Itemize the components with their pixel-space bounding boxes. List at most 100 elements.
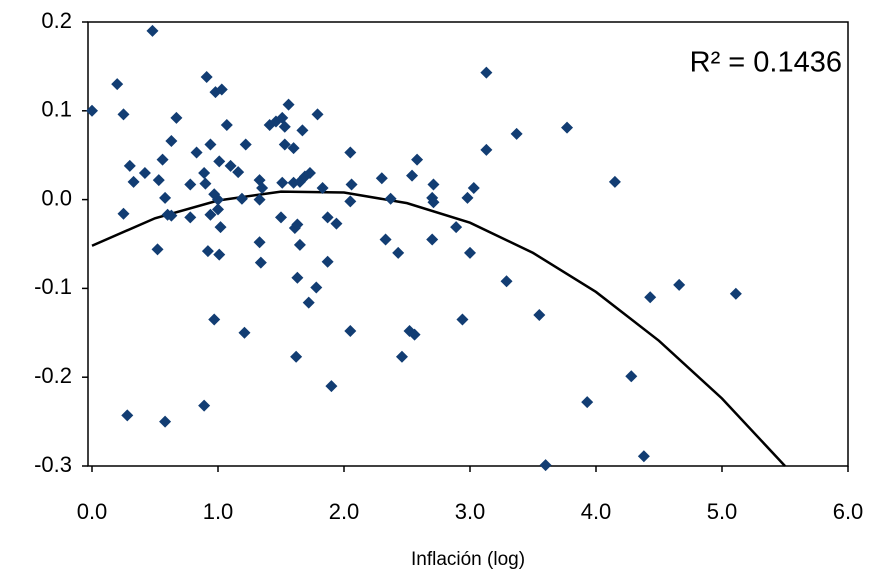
x-tick-label: 2.0: [329, 499, 360, 524]
x-tick-label: 4.0: [581, 499, 612, 524]
point: [344, 146, 357, 159]
point: [608, 175, 621, 188]
point: [729, 287, 742, 300]
point: [293, 238, 306, 251]
point: [123, 159, 136, 172]
point: [406, 169, 419, 182]
point: [330, 217, 343, 230]
point: [278, 138, 291, 151]
point: [212, 193, 224, 206]
point: [117, 108, 130, 121]
point: [254, 256, 267, 269]
point: [395, 350, 408, 363]
point: [310, 281, 323, 294]
x-tick-label: 3.0: [455, 499, 486, 524]
y-tick-label: -0.1: [34, 274, 72, 299]
point: [138, 166, 151, 179]
point: [561, 121, 574, 134]
x-axis-label: Inflación (log): [411, 549, 525, 570]
point: [345, 178, 358, 191]
point: [199, 177, 212, 190]
point: [204, 138, 217, 151]
point: [637, 450, 650, 463]
point: [510, 127, 523, 140]
point: [111, 78, 124, 91]
point: [296, 124, 309, 137]
point: [539, 459, 552, 472]
point: [426, 233, 439, 246]
point: [467, 182, 480, 195]
point: [480, 66, 493, 79]
point: [275, 211, 287, 224]
point: [644, 291, 657, 304]
point: [165, 134, 178, 147]
point: [117, 207, 130, 220]
point: [321, 255, 334, 268]
point: [213, 248, 226, 261]
point: [408, 328, 421, 341]
point: [208, 313, 221, 326]
point: [427, 196, 440, 209]
point: [384, 192, 397, 205]
point: [276, 176, 289, 189]
point: [379, 233, 392, 246]
y-tick-label: 0.0: [41, 185, 72, 210]
point: [86, 104, 98, 117]
point: [464, 246, 476, 259]
point: [344, 325, 357, 338]
point: [311, 108, 324, 121]
point: [256, 182, 269, 195]
point: [291, 218, 304, 231]
point: [238, 326, 251, 339]
point: [278, 120, 291, 133]
point: [392, 246, 405, 259]
point: [235, 192, 248, 205]
point: [156, 153, 169, 166]
point: [201, 245, 214, 258]
point: [303, 166, 316, 179]
point: [198, 166, 211, 179]
point: [159, 191, 172, 204]
point: [625, 370, 638, 383]
point: [427, 178, 440, 191]
point: [220, 119, 233, 132]
point: [146, 24, 159, 37]
point: [287, 142, 300, 155]
point: [239, 138, 252, 151]
point: [121, 409, 134, 422]
point: [325, 380, 338, 393]
r-squared-annotation: R² = 0.1436: [690, 47, 842, 79]
point: [461, 191, 474, 204]
y-tick-label: -0.2: [34, 363, 72, 388]
point: [291, 271, 304, 284]
point: [344, 195, 357, 208]
point: [214, 221, 227, 234]
point: [190, 146, 203, 159]
plot-frame: [87, 21, 849, 467]
point: [165, 209, 178, 222]
fit-curve: [91, 190, 786, 467]
point: [215, 83, 228, 96]
x-tick-label: 5.0: [707, 499, 738, 524]
point: [450, 221, 463, 234]
point: [276, 111, 289, 124]
y-tick-label: 0.2: [41, 8, 72, 33]
point: [213, 155, 226, 168]
point: [224, 159, 237, 172]
point: [159, 415, 172, 428]
point: [184, 178, 197, 191]
x-tick-label: 6.0: [833, 499, 864, 524]
point: [204, 208, 217, 221]
point: [151, 243, 164, 256]
point: [411, 153, 424, 166]
point: [500, 275, 513, 288]
point: [127, 175, 140, 188]
point: [198, 399, 211, 412]
point: [253, 193, 266, 206]
point: [533, 309, 546, 322]
point: [321, 211, 334, 224]
x-tick-label: 1.0: [203, 499, 234, 524]
point: [232, 166, 245, 179]
point: [170, 111, 183, 124]
